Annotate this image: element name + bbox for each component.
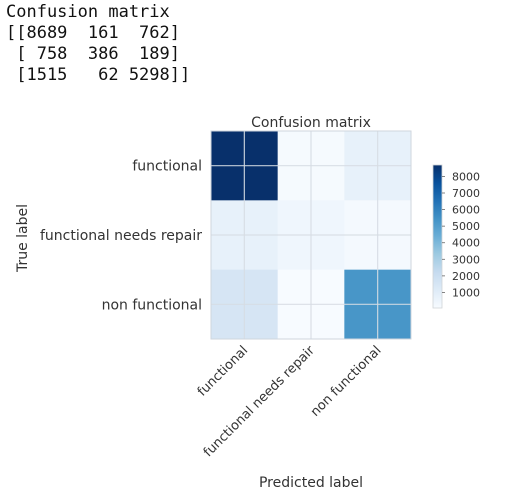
console-matrix-row: [1515 62 5298]] xyxy=(6,65,191,85)
x-axis-label: Predicted label xyxy=(259,475,363,491)
colorbar-tick-label: 8000 xyxy=(452,170,480,183)
colorbar-tick-label: 3000 xyxy=(452,253,480,266)
y-tick-labels: functional functional needs repair non fun… xyxy=(40,159,202,314)
y-axis-label: True label xyxy=(15,204,31,273)
heatmap-frame xyxy=(210,130,412,340)
x-tick-label: functional xyxy=(195,343,251,399)
colorbar-tick-labels: 1000 2000 3000 4000 5000 6000 7000 8000 xyxy=(442,170,480,299)
x-tick-label: functional needs repair xyxy=(201,343,318,460)
colorbar-tick-label: 6000 xyxy=(452,204,480,217)
y-tick-label: functional xyxy=(132,159,202,175)
colorbar-tick-label: 7000 xyxy=(452,187,480,200)
colorbar-tick-label: 2000 xyxy=(452,270,480,283)
y-tick-label: non functional xyxy=(102,297,202,313)
heatmap-gridlines xyxy=(211,131,411,339)
console-output: Confusion matrix [[8689 161 762] [ 758 38… xyxy=(6,2,190,86)
x-tick-label: non functional xyxy=(308,343,385,420)
colorbar xyxy=(432,164,443,309)
colorbar-tick-label: 4000 xyxy=(452,237,480,250)
console-matrix-row: [ 758 386 189] xyxy=(6,44,180,64)
colorbar-tick-label: 5000 xyxy=(452,220,480,233)
console-matrix-row: [[8689 161 762] xyxy=(6,23,180,43)
colorbar-tick-label: 1000 xyxy=(452,286,480,299)
console-header: Confusion matrix xyxy=(6,2,170,22)
chart-title: Confusion matrix xyxy=(251,115,371,131)
y-tick-label: functional needs repair xyxy=(40,228,202,244)
